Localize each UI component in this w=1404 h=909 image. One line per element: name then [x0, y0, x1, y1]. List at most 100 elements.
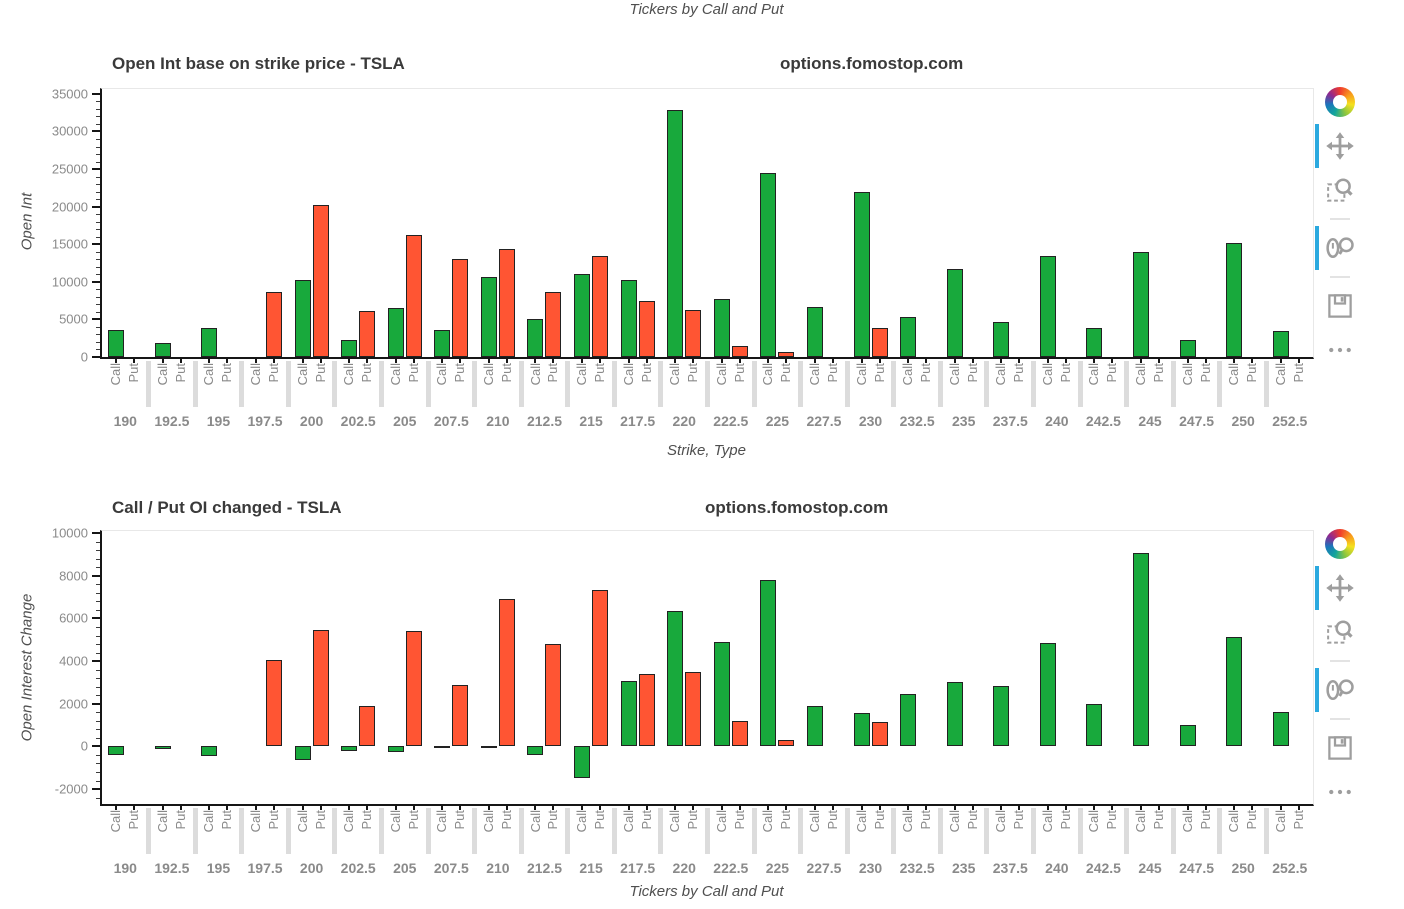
oi-change-chart: Call / Put OI changed - TSLA options.fom… — [0, 492, 1404, 909]
bar-call — [946, 682, 963, 747]
strike-label: 207.5 — [433, 860, 469, 876]
bar-call — [480, 746, 497, 749]
strike-label: 245 — [1138, 413, 1162, 429]
x-tick — [925, 357, 928, 363]
bar-type-label: Put — [498, 810, 514, 830]
x-tick — [226, 357, 229, 363]
plot-area[interactable]: Call Put 190 Call Put 192.5 Call Put 195 Call Put 1… — [52, 86, 1314, 429]
bar-call — [387, 308, 404, 357]
save-tool-button[interactable] — [1324, 732, 1356, 764]
group-separator — [937, 361, 943, 407]
pan-tool-button[interactable] — [1315, 124, 1356, 168]
x-tick — [785, 357, 788, 363]
x-tick — [1186, 357, 1189, 363]
group-separator — [472, 361, 478, 407]
y-axis-major-tick — [92, 702, 100, 705]
group-separator — [1031, 361, 1037, 407]
y-axis-minor-tick — [96, 274, 100, 276]
active-tool-indicator — [1315, 566, 1319, 610]
bar-type-label: Call — [1086, 363, 1102, 386]
strike-group: Call Put 215 — [568, 531, 617, 876]
group-separator — [239, 808, 245, 854]
x-tick — [1251, 357, 1254, 363]
x-tick — [441, 804, 444, 810]
bar-type-label: Call — [434, 810, 450, 833]
toolbar-divider — [1330, 718, 1350, 720]
bar-type-label: Put — [685, 363, 701, 383]
x-axis-label: Tickers by Call and Put — [629, 883, 784, 900]
more-tool-button[interactable] — [1324, 334, 1356, 366]
bar-call — [574, 746, 591, 779]
bar-call — [900, 317, 917, 357]
strike-label: 222.5 — [713, 860, 749, 876]
bar-type-label: Call — [1039, 810, 1055, 833]
plot-area[interactable]: Call Put 190 Call Put 192.5 Call Put 195 Call Put 1… — [52, 526, 1314, 876]
bar-call — [434, 329, 451, 357]
bar-put — [266, 660, 283, 747]
x-tick — [645, 357, 648, 363]
bar-type-label: Put — [498, 363, 514, 383]
x-tick — [115, 804, 118, 810]
bar-call — [713, 641, 730, 747]
bar-call — [1179, 725, 1196, 747]
save-tool-button[interactable] — [1324, 290, 1356, 322]
y-axis-major-tick — [92, 243, 100, 246]
bar-call — [993, 685, 1010, 747]
y-axis-major-tick — [92, 280, 100, 283]
y-axis-minor-tick — [96, 584, 100, 586]
strike-group: Call Put 192.5 — [149, 89, 198, 429]
more-tool-button[interactable] — [1324, 776, 1356, 808]
save-icon — [1328, 294, 1352, 318]
strike-label: 250 — [1231, 860, 1255, 876]
y-axis-label: Open Interest Change — [18, 593, 36, 742]
toolbar-divider — [1330, 276, 1350, 278]
bar-type-label: Put — [871, 363, 887, 383]
x-tick — [487, 357, 490, 363]
y-axis-major-tick — [92, 130, 100, 133]
x-tick — [301, 804, 304, 810]
y-axis-minor-tick — [96, 296, 100, 298]
y-axis-minor-tick — [96, 763, 100, 765]
x-tick — [1140, 357, 1142, 363]
bar-call — [667, 610, 684, 747]
bar-type-label: Call — [108, 810, 124, 833]
bar-put — [452, 258, 469, 357]
x-tick — [692, 804, 695, 810]
y-axis-minor-tick — [96, 712, 100, 714]
x-tick — [738, 357, 741, 363]
group-separator — [1170, 808, 1176, 854]
y-axis-minor-tick — [96, 729, 100, 731]
x-tick — [505, 357, 508, 363]
bar-call — [1086, 703, 1103, 747]
bar-put — [685, 671, 702, 747]
x-tick — [552, 804, 555, 810]
bar-type-label: Put — [871, 810, 887, 830]
bar-type-label: Call — [946, 363, 962, 386]
group-separator — [1170, 361, 1176, 407]
wheel-zoom-tool-button[interactable] — [1315, 226, 1356, 270]
y-axis-minor-tick — [96, 146, 100, 148]
y-axis-minor-tick — [96, 266, 100, 268]
bokeh-logo-link[interactable] — [1325, 87, 1355, 117]
strike-label: 247.5 — [1179, 860, 1215, 876]
y-axis-minor-tick — [96, 341, 100, 343]
bar-put — [685, 310, 702, 357]
bokeh-logo-link[interactable] — [1325, 529, 1355, 559]
group-separator — [1263, 808, 1269, 854]
x-tick — [785, 804, 788, 810]
box-zoom-tool-button[interactable] — [1324, 616, 1356, 648]
pan-tool-button[interactable] — [1315, 566, 1356, 610]
bar-type-label: Call — [760, 810, 776, 833]
bar-put — [452, 684, 469, 747]
y-axis-minor-tick — [96, 780, 100, 782]
wheel-zoom-tool-button[interactable] — [1315, 668, 1356, 712]
group-separator — [565, 808, 571, 854]
group-separator — [937, 808, 943, 854]
x-tick — [319, 804, 322, 810]
x-tick — [534, 804, 537, 810]
bar-put — [731, 720, 748, 747]
x-tick — [412, 357, 415, 363]
y-axis-minor-tick — [96, 797, 100, 799]
more-icon — [1329, 789, 1351, 795]
box-zoom-tool-button[interactable] — [1324, 174, 1356, 206]
